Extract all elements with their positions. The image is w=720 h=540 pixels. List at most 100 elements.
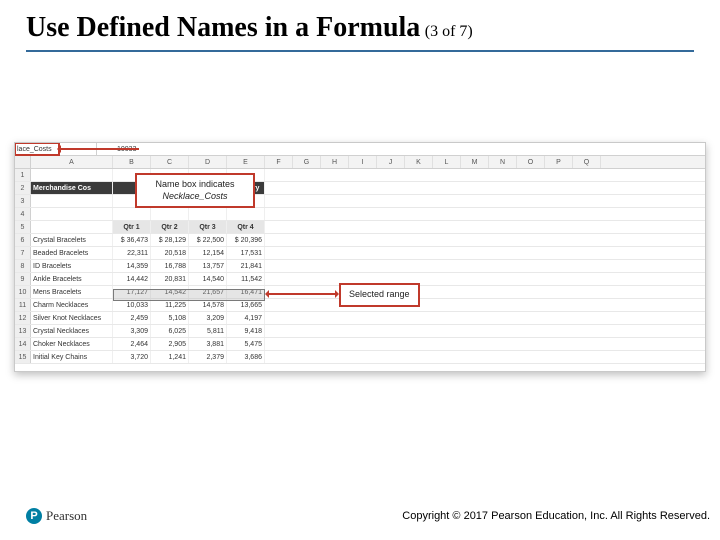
row-label-cell[interactable]: Initial Key Chains xyxy=(31,351,113,363)
col-header[interactable]: M xyxy=(461,156,489,168)
value-cell[interactable]: 2,379 xyxy=(189,351,227,363)
value-cell[interactable]: 14,442 xyxy=(113,273,151,285)
value-cell[interactable]: 4,197 xyxy=(227,312,265,324)
col-header[interactable]: C xyxy=(151,156,189,168)
value-cell[interactable]: 21,841 xyxy=(227,260,265,272)
section-header-left[interactable]: Merchandise Cos xyxy=(31,182,113,194)
cell[interactable] xyxy=(227,208,265,220)
row-label-cell[interactable]: Silver Knot Necklaces xyxy=(31,312,113,324)
value-cell[interactable]: 12,154 xyxy=(189,247,227,259)
value-cell[interactable]: 16,471 xyxy=(227,286,265,298)
value-cell[interactable]: 3,209 xyxy=(189,312,227,324)
value-cell[interactable]: 2,905 xyxy=(151,338,189,350)
value-cell[interactable]: 6,025 xyxy=(151,325,189,337)
value-cell[interactable]: 2,464 xyxy=(113,338,151,350)
value-cell[interactable]: 3,309 xyxy=(113,325,151,337)
row-header[interactable]: 3 xyxy=(15,195,31,207)
row-header[interactable]: 2 xyxy=(15,182,31,194)
col-header[interactable]: G xyxy=(293,156,321,168)
row-label-cell[interactable]: Beaded Bracelets xyxy=(31,247,113,259)
value-cell[interactable]: 20,518 xyxy=(151,247,189,259)
col-header[interactable]: F xyxy=(265,156,293,168)
value-cell[interactable]: 16,788 xyxy=(151,260,189,272)
col-header[interactable]: B xyxy=(113,156,151,168)
qtr-header[interactable]: Qtr 4 xyxy=(227,221,265,233)
value-cell[interactable]: 11,542 xyxy=(227,273,265,285)
select-all-corner[interactable] xyxy=(15,156,31,168)
namebox-callout: Name box indicates Necklace_Costs xyxy=(135,173,255,208)
value-cell[interactable]: 17,531 xyxy=(227,247,265,259)
value-cell[interactable]: 17,127 xyxy=(113,286,151,298)
row-label-cell[interactable]: Crystal Necklaces xyxy=(31,325,113,337)
value-cell[interactable]: $ 28,129 xyxy=(151,234,189,246)
col-header[interactable]: E xyxy=(227,156,265,168)
col-header[interactable]: N xyxy=(489,156,517,168)
cell[interactable] xyxy=(31,208,113,220)
qtr-header[interactable]: Qtr 3 xyxy=(189,221,227,233)
value-cell[interactable]: $ 20,396 xyxy=(227,234,265,246)
value-cell[interactable]: 3,686 xyxy=(227,351,265,363)
row-header[interactable]: 5 xyxy=(15,221,31,233)
row-header[interactable]: 15 xyxy=(15,351,31,363)
row-header[interactable]: 1 xyxy=(15,169,31,181)
value-cell[interactable]: 11,225 xyxy=(151,299,189,311)
row-label-cell[interactable]: Choker Necklaces xyxy=(31,338,113,350)
row-header[interactable]: 11 xyxy=(15,299,31,311)
value-cell[interactable]: 1,241 xyxy=(151,351,189,363)
value-cell[interactable]: 3,720 xyxy=(113,351,151,363)
row-header[interactable]: 8 xyxy=(15,260,31,272)
value-cell[interactable]: 10,033 xyxy=(113,299,151,311)
logo-mark-icon: P xyxy=(26,508,42,524)
value-cell[interactable]: 3,881 xyxy=(189,338,227,350)
value-cell[interactable]: 21,657 xyxy=(189,286,227,298)
row-label-cell[interactable]: Charm Necklaces xyxy=(31,299,113,311)
qtr-header[interactable]: Qtr 2 xyxy=(151,221,189,233)
value-cell[interactable]: 14,578 xyxy=(189,299,227,311)
col-header[interactable]: H xyxy=(321,156,349,168)
col-header[interactable]: P xyxy=(545,156,573,168)
value-cell[interactable]: 14,540 xyxy=(189,273,227,285)
row-header[interactable]: 4 xyxy=(15,208,31,220)
row-2: 2 Merchandise Cos Category xyxy=(15,182,705,195)
col-header[interactable]: K xyxy=(405,156,433,168)
cell[interactable] xyxy=(113,208,151,220)
row-label-cell[interactable]: Ankle Bracelets xyxy=(31,273,113,285)
row-label-cell[interactable]: Mens Bracelets xyxy=(31,286,113,298)
qtr-header[interactable]: Qtr 1 xyxy=(113,221,151,233)
row-header[interactable]: 12 xyxy=(15,312,31,324)
formula-bar[interactable]: 10033 xyxy=(97,143,705,155)
row-label-cell[interactable]: Crystal Bracelets xyxy=(31,234,113,246)
col-header[interactable]: Q xyxy=(573,156,601,168)
col-header[interactable]: J xyxy=(377,156,405,168)
cell[interactable] xyxy=(189,208,227,220)
col-header[interactable]: D xyxy=(189,156,227,168)
row-header[interactable]: 6 xyxy=(15,234,31,246)
value-cell[interactable]: 14,359 xyxy=(113,260,151,272)
col-header[interactable]: I xyxy=(349,156,377,168)
value-cell[interactable]: 5,811 xyxy=(189,325,227,337)
row-header[interactable]: 13 xyxy=(15,325,31,337)
value-cell[interactable]: 14,542 xyxy=(151,286,189,298)
value-cell[interactable]: 13,757 xyxy=(189,260,227,272)
row-header[interactable]: 14 xyxy=(15,338,31,350)
row-header[interactable]: 7 xyxy=(15,247,31,259)
value-cell[interactable]: 13,665 xyxy=(227,299,265,311)
col-header[interactable]: O xyxy=(517,156,545,168)
cell[interactable] xyxy=(31,195,113,207)
cell[interactable] xyxy=(151,208,189,220)
row-label-cell[interactable]: ID Bracelets xyxy=(31,260,113,272)
value-cell[interactable]: 22,311 xyxy=(113,247,151,259)
value-cell[interactable]: 20,831 xyxy=(151,273,189,285)
row-header[interactable]: 9 xyxy=(15,273,31,285)
value-cell[interactable]: 5,108 xyxy=(151,312,189,324)
value-cell[interactable]: $ 22,500 xyxy=(189,234,227,246)
cell[interactable] xyxy=(31,169,113,181)
row-header[interactable]: 10 xyxy=(15,286,31,298)
cell[interactable] xyxy=(31,221,113,233)
value-cell[interactable]: 5,475 xyxy=(227,338,265,350)
col-header[interactable]: L xyxy=(433,156,461,168)
col-header[interactable]: A xyxy=(31,156,113,168)
value-cell[interactable]: $ 36,473 xyxy=(113,234,151,246)
value-cell[interactable]: 2,459 xyxy=(113,312,151,324)
value-cell[interactable]: 9,418 xyxy=(227,325,265,337)
